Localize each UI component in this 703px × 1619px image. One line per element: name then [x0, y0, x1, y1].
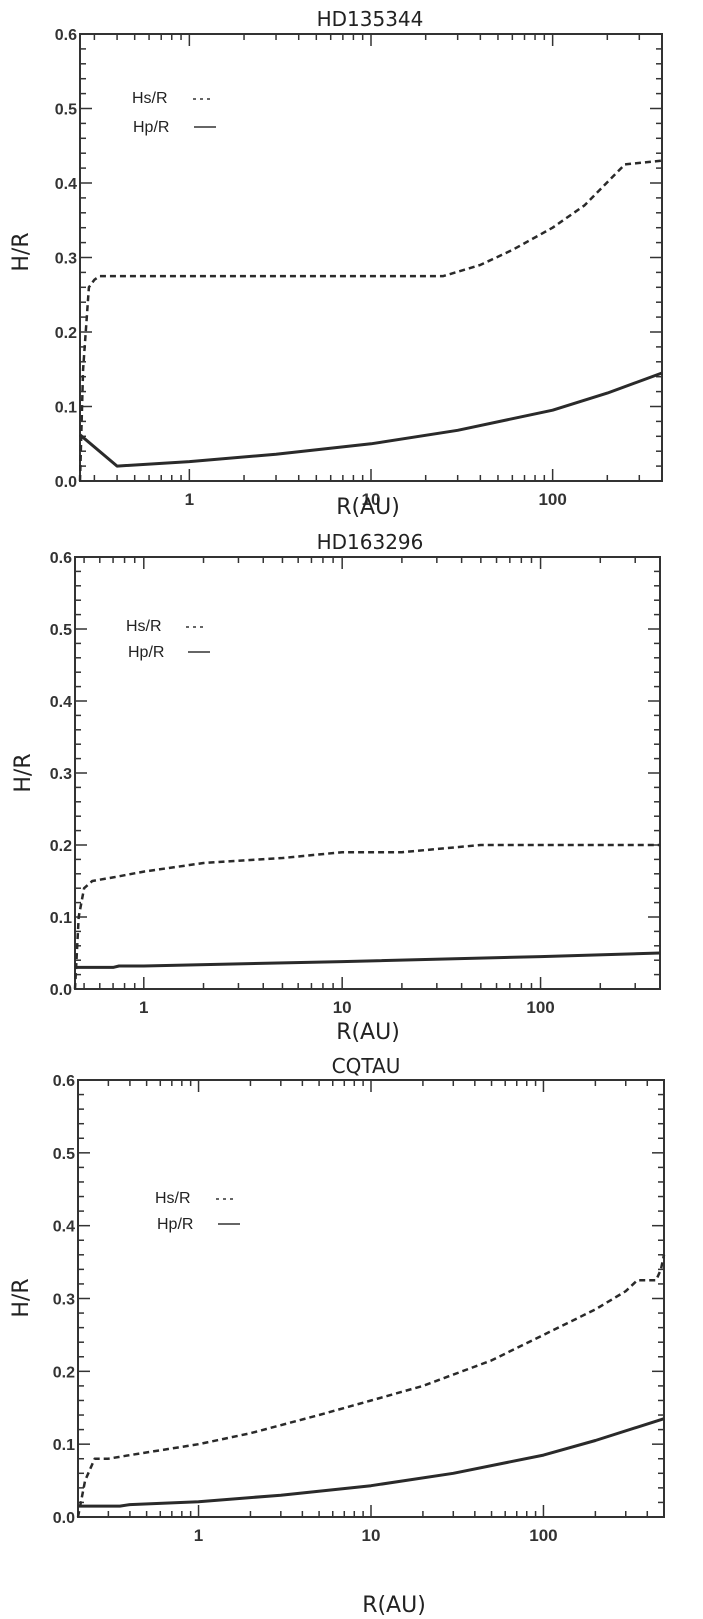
x-tick-labels: 1 10 100	[139, 998, 555, 1017]
x-tick-label: 1	[185, 490, 194, 509]
panel-title: CQTAU	[332, 1054, 401, 1078]
tick-marks	[77, 1079, 665, 1518]
y-axis-label: H/R	[9, 232, 34, 271]
y-tick-label: 0.2	[55, 325, 77, 342]
x-tick-label: 10	[333, 998, 352, 1017]
x-axis-label: R(AU)	[336, 495, 400, 520]
legend: Hs/R Hp/R	[155, 1190, 240, 1233]
series-line-hp-r	[79, 371, 663, 468]
y-axis-label: H/R	[9, 1278, 34, 1317]
legend: Hs/R Hp/R	[126, 618, 210, 661]
tick-marks	[80, 33, 663, 482]
y-tick-label: 0.3	[53, 1292, 75, 1309]
y-tick-label: 0.1	[55, 400, 77, 417]
x-tick-label: 1	[139, 998, 148, 1017]
y-tick-label: 0.6	[50, 550, 72, 567]
y-tick-label: 0.6	[55, 27, 77, 44]
y-tick-label: 0.1	[53, 1437, 75, 1454]
legend-label-hs: Hs/R	[132, 90, 168, 107]
x-tick-labels: 1 10 100	[185, 490, 567, 509]
y-tick-label: 0.4	[53, 1219, 75, 1236]
panel-title: HD135344	[317, 7, 424, 31]
x-tick-labels: 1 10 100	[194, 1526, 558, 1545]
panel-title: HD163296	[317, 530, 424, 554]
y-tick-label: 0.2	[50, 838, 72, 855]
series-line-hs-r	[78, 159, 663, 482]
series-group	[73, 843, 661, 990]
y-axis-label: H/R	[11, 753, 36, 792]
panel-hd135344: HD135344 0.0 0.1 0.2 0.3 0.4 0.5 0.6 1 10 100 R(…	[9, 7, 663, 520]
y-tick-label: 0.3	[55, 251, 77, 268]
y-tick-label: 0.3	[50, 766, 72, 783]
y-tick-label: 0.6	[53, 1073, 75, 1090]
y-tick-label: 0.0	[55, 474, 77, 491]
x-tick-label: 100	[538, 490, 566, 509]
y-tick-label: 0.2	[53, 1364, 75, 1381]
y-tick-labels: 0.0 0.1 0.2 0.3 0.4 0.5 0.6	[55, 27, 77, 491]
y-tick-label: 0.4	[55, 176, 77, 193]
legend-label-hs: Hs/R	[126, 618, 162, 635]
x-tick-label: 100	[526, 998, 554, 1017]
legend-label-hp: Hp/R	[133, 119, 169, 136]
y-tick-label: 0.0	[50, 982, 72, 999]
x-tick-label: 1	[194, 1526, 203, 1545]
plot-frame	[77, 1079, 665, 1518]
x-tick-label: 10	[362, 490, 381, 509]
x-axis-label: R(AU)	[336, 1020, 400, 1045]
tick-marks	[75, 556, 661, 990]
y-tick-label: 0.5	[53, 1146, 75, 1163]
panel-hd163296: HD163296 0.0 0.1 0.2 0.3 0.4 0.5 0.6 1 10 100 R(…	[11, 530, 661, 1045]
y-tick-label: 0.5	[55, 102, 77, 119]
x-tick-label: 10	[362, 1526, 381, 1545]
series-line-hp-r	[78, 1417, 665, 1508]
x-axis-label: R(AU)	[362, 1593, 426, 1618]
panel-cqtau: CQTAU 0.0 0.1 0.2 0.3 0.4 0.5 0.6 1 10 100 R(AU)…	[9, 1054, 666, 1618]
series-line-hs-r	[76, 1254, 666, 1518]
y-tick-labels: 0.0 0.1 0.2 0.3 0.4 0.5 0.6	[50, 550, 72, 999]
series-line-hs-r	[73, 843, 660, 990]
legend-label-hp: Hp/R	[128, 644, 164, 661]
y-tick-label: 0.4	[50, 694, 72, 711]
legend: Hs/R Hp/R	[132, 90, 216, 136]
legend-label-hs: Hs/R	[155, 1190, 191, 1207]
series-line-hp-r	[75, 951, 661, 969]
series-group	[78, 159, 663, 482]
plot-frame	[74, 556, 661, 990]
x-tick-label: 100	[529, 1526, 557, 1545]
y-tick-label: 0.1	[50, 910, 72, 927]
y-tick-label: 0.0	[53, 1510, 75, 1527]
y-tick-labels: 0.0 0.1 0.2 0.3 0.4 0.5 0.6	[53, 1073, 75, 1527]
y-tick-label: 0.5	[50, 622, 72, 639]
legend-label-hp: Hp/R	[157, 1216, 193, 1233]
series-group	[76, 1254, 666, 1518]
